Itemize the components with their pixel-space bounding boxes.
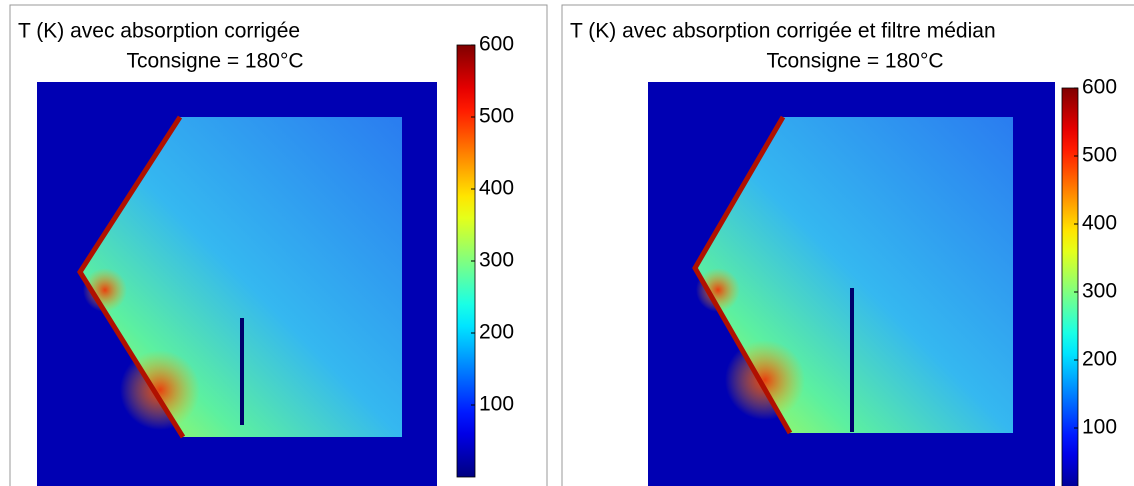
colorbar-tick-label: 200 xyxy=(1082,348,1117,371)
colorbar-tick-label: 300 xyxy=(479,249,514,272)
colorbar-tick-label: 100 xyxy=(479,393,514,416)
hot-spot xyxy=(725,340,805,420)
hot-spot xyxy=(83,268,127,312)
colorbar-tick-label: 100 xyxy=(1082,416,1117,439)
colorbar-tick-label: 500 xyxy=(479,105,514,128)
panel-frame xyxy=(9,4,548,486)
colorbar-tick-label: 400 xyxy=(479,177,514,200)
title: T (K) avec absorption corrigée xyxy=(18,20,300,43)
hot-spot xyxy=(696,268,740,312)
hot-spot xyxy=(120,350,200,430)
colorbar-tick-label: 600 xyxy=(479,33,514,56)
hot-edge xyxy=(77,115,186,439)
subtitle: Tconsigne = 180°C xyxy=(126,50,303,73)
colorbar-tick-label: 200 xyxy=(479,321,514,344)
colorbar-tick-label: 400 xyxy=(1082,212,1117,235)
colorbar-tick-label: 300 xyxy=(1082,280,1117,303)
hot-edge xyxy=(692,115,793,435)
panel-frame xyxy=(561,4,1134,486)
colorbar xyxy=(1061,87,1079,486)
colorbar-tick-label: 500 xyxy=(1082,144,1117,167)
colorbar-tick-label: 600 xyxy=(1082,76,1117,99)
title: T (K) avec absorption corrigée et filtre… xyxy=(570,20,996,43)
subtitle: Tconsigne = 180°C xyxy=(766,50,943,73)
